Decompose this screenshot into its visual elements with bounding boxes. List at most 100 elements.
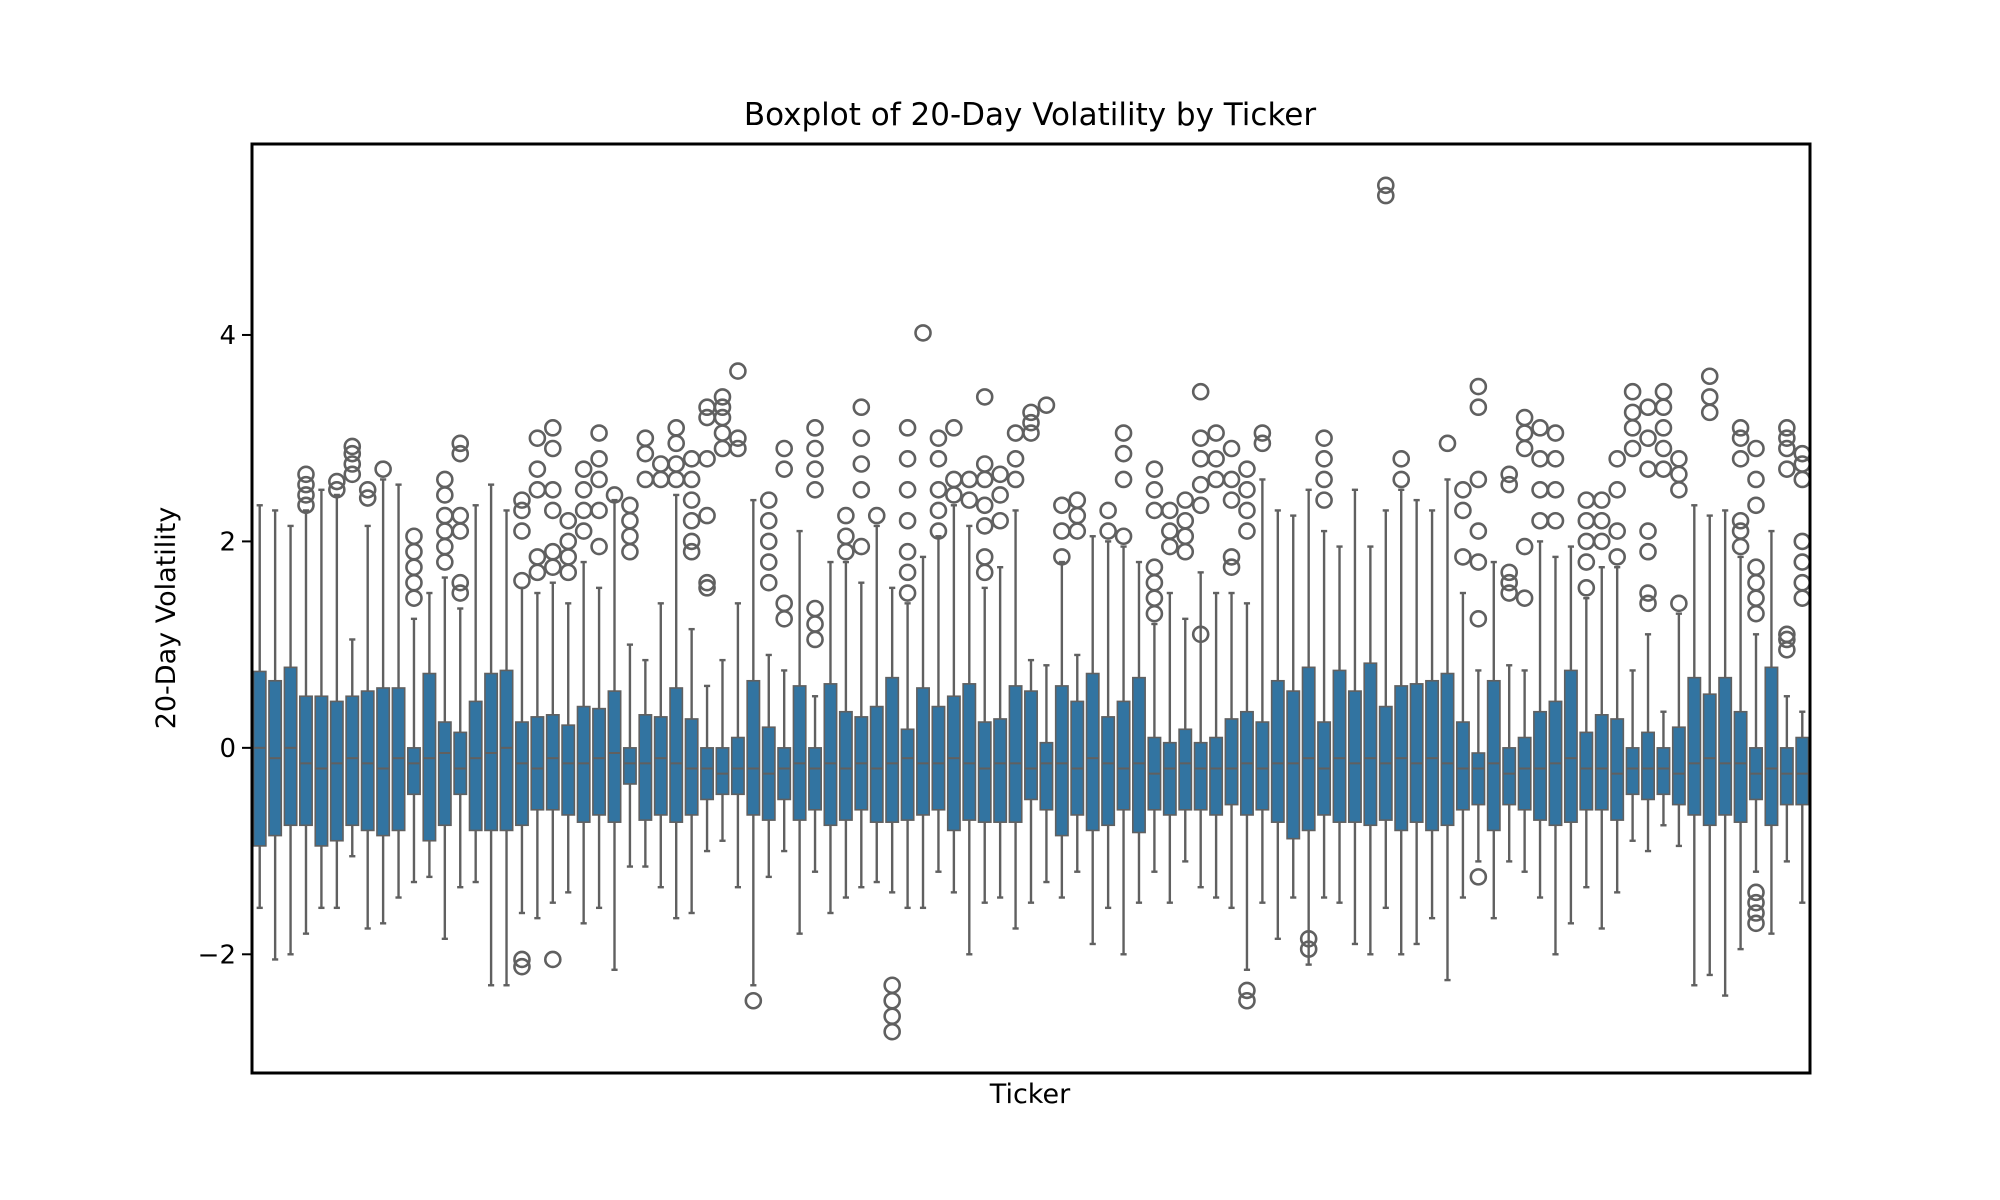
outlier-point: [343, 455, 362, 473]
box: [1486, 679, 1501, 832]
outlier-point: [1222, 548, 1241, 566]
box: [468, 700, 483, 832]
outlier-point: [713, 388, 732, 406]
box-group: [1176, 491, 1195, 863]
box-group: [792, 529, 807, 935]
box-group: [713, 388, 732, 842]
box: [700, 747, 715, 801]
box-group: [1006, 424, 1025, 930]
box: [1085, 672, 1100, 832]
box-group: [1764, 529, 1779, 935]
box: [545, 714, 560, 811]
box: [1286, 690, 1301, 840]
box: [1455, 721, 1470, 811]
outlier-point: [297, 465, 315, 484]
box: [1671, 726, 1686, 806]
outlier-point: [759, 511, 778, 530]
box-group: [1623, 382, 1642, 842]
box-group: [759, 491, 778, 879]
outlier-point: [929, 450, 948, 468]
box: [684, 718, 699, 816]
box: [977, 721, 992, 823]
box: [437, 721, 452, 827]
outlier-point: [1731, 450, 1750, 468]
box: [1702, 693, 1717, 827]
outlier-point: [513, 501, 531, 520]
box-group: [1332, 545, 1347, 904]
box: [391, 687, 406, 832]
box: [1363, 662, 1378, 827]
box-group: [823, 560, 838, 915]
outlier-point: [883, 1022, 901, 1041]
box-group: [405, 527, 423, 884]
box: [299, 695, 313, 827]
box-group: [436, 470, 454, 941]
box-group: [1592, 491, 1611, 930]
box-group: [682, 450, 701, 915]
outlier-point: [806, 480, 824, 499]
outlier-point: [1623, 439, 1642, 458]
outlier-point: [1454, 548, 1472, 566]
box: [484, 672, 499, 832]
outlier-point: [1376, 186, 1395, 205]
outlier-point: [729, 362, 747, 380]
box-group: [1486, 560, 1501, 920]
box: [252, 670, 267, 847]
outlier-point: [1700, 388, 1719, 406]
outlier-point: [451, 584, 470, 602]
outlier-point: [1191, 382, 1210, 401]
box-group: [1376, 176, 1395, 910]
box: [329, 700, 344, 842]
box-group: [1731, 419, 1750, 951]
box-group: [775, 439, 793, 853]
outlier-point: [528, 548, 547, 566]
box: [561, 724, 576, 816]
outlier-point: [1531, 419, 1549, 437]
box-group: [559, 511, 578, 894]
box-group: [1315, 429, 1333, 899]
outlier-point: [1747, 496, 1765, 515]
outlier-point: [1469, 377, 1488, 396]
box-group: [1022, 403, 1040, 904]
box: [1733, 710, 1748, 823]
outlier-point: [1068, 491, 1087, 509]
outlier-point: [898, 584, 917, 602]
outlier-point: [1577, 579, 1596, 597]
outlier-point: [1654, 460, 1673, 478]
outlier-point: [713, 398, 732, 417]
box-group: [1037, 396, 1056, 884]
box: [1101, 716, 1116, 827]
box: [808, 747, 823, 811]
box: [1625, 747, 1640, 796]
box-group: [513, 491, 531, 976]
y-axis: −2 0 2 4: [198, 321, 252, 970]
box-group: [1563, 545, 1578, 925]
box-group: [837, 506, 855, 899]
outlier-point: [991, 486, 1009, 504]
outlier-point: [1253, 424, 1272, 442]
outlier-point: [513, 957, 531, 976]
outlier-point: [1592, 532, 1611, 551]
outlier-point: [1161, 522, 1179, 540]
outlier-point: [574, 522, 593, 540]
box-group: [590, 424, 608, 910]
outlier-point: [1639, 584, 1657, 602]
outlier-point: [1006, 450, 1025, 468]
outlier-point: [1469, 553, 1488, 571]
box: [1162, 741, 1177, 816]
outlier-point: [1747, 439, 1765, 458]
outlier-point: [759, 573, 778, 592]
box: [931, 705, 946, 811]
box: [1779, 747, 1794, 806]
box: [345, 695, 360, 827]
box: [422, 672, 437, 842]
outlier-point: [1546, 450, 1565, 468]
box-group: [1253, 424, 1272, 904]
outlier-point: [759, 532, 778, 551]
outlier-point: [682, 532, 701, 551]
outlier-point: [1654, 439, 1673, 458]
box: [592, 707, 607, 816]
outlier-point: [1747, 883, 1765, 902]
outlier-point: [867, 506, 886, 525]
outlier-point: [729, 429, 747, 447]
